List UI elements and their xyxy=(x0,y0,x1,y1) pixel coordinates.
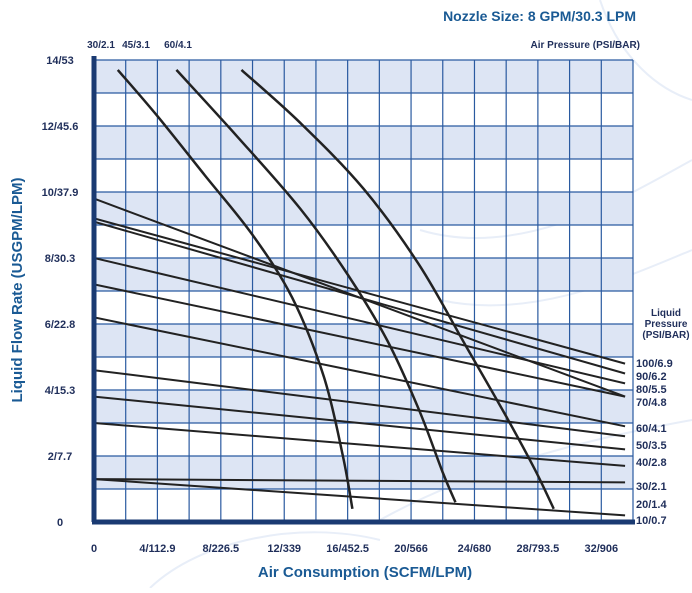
x-tick-label: 20/566 xyxy=(394,543,428,555)
x-tick-label: 32/906 xyxy=(584,543,618,555)
air-pressure-curve xyxy=(175,69,457,503)
air-pressure-curve xyxy=(116,69,354,510)
liquid-pressure-line xyxy=(94,422,626,467)
liquid-pressure-line xyxy=(94,220,626,375)
liquid-pressure-line xyxy=(94,283,626,398)
liquid-pressure-heading-line-1: Liquid xyxy=(651,308,681,319)
liquid-pressure-label: 20/1.4 xyxy=(636,499,667,511)
air-pressure-curve xyxy=(240,68,555,510)
air-pressure-curve-label: 30/2.1 xyxy=(87,40,115,51)
liquid-pressure-line xyxy=(94,369,626,438)
liquid-pressure-label: 70/4.8 xyxy=(636,397,667,409)
liquid-pressure-heading: Liquid Pressure (PSI/BAR) xyxy=(642,308,689,341)
curves xyxy=(94,68,626,517)
y-tick-label: 10/37.9 xyxy=(42,187,79,199)
liquid-pressure-label: 10/0.7 xyxy=(636,515,667,527)
liquid-pressure-line xyxy=(94,257,626,385)
liquid-pressure-heading-line-2: Pressure xyxy=(645,319,688,330)
x-tick-label: 8/226.5 xyxy=(202,543,239,555)
liquid-pressure-line xyxy=(94,395,626,451)
plot-frame xyxy=(91,56,635,525)
y-tick-labels: 0 2/7.7 4/15.3 6/22.8 8/30.3 10/37.9 12/45.6 14… xyxy=(42,55,79,529)
y-tick-label: 2/7.7 xyxy=(48,451,72,463)
grid-band xyxy=(94,258,633,291)
y-tick-label: 12/45.6 xyxy=(42,121,79,133)
y-tick-label: 0 xyxy=(57,517,63,529)
x-tick-label: 28/793.5 xyxy=(516,543,559,555)
liquid-pressure-labels: 100/6.990/6.280/5.570/4.8 60/4.1 50/3.5 40/… xyxy=(636,358,673,527)
x-tick-label: 16/452.5 xyxy=(326,543,369,555)
liquid-pressure-label: 80/5.5 xyxy=(636,384,667,396)
liquid-pressure-label: 90/6.2 xyxy=(636,371,667,383)
x-tick-labels: 0 4/112.9 8/226.5 12/339 16/452.5 20/566 24/68… xyxy=(91,543,618,555)
liquid-pressure-label: 40/2.8 xyxy=(636,457,667,469)
air-pressure-curve-label: 60/4.1 xyxy=(164,40,192,51)
liquid-pressure-label: 60/4.1 xyxy=(636,423,667,435)
y-tick-label: 8/30.3 xyxy=(45,253,76,265)
liquid-pressure-label: 100/6.9 xyxy=(636,358,673,370)
x-tick-label: 4/112.9 xyxy=(139,543,175,555)
liquid-pressure-label: 50/3.5 xyxy=(636,440,667,452)
liquid-pressure-line xyxy=(94,478,626,484)
plot-area xyxy=(91,56,635,525)
grid-band xyxy=(94,126,633,159)
liquid-pressure-line xyxy=(94,478,626,517)
air-pressure-curve-label: 45/3.1 xyxy=(122,40,150,51)
grid-band xyxy=(94,390,633,423)
liquid-pressure-heading-line-3: (PSI/BAR) xyxy=(642,330,689,341)
grid-band xyxy=(94,192,633,225)
air-pressure-labels: 30/2.1 45/3.1 60/4.1 xyxy=(87,40,192,51)
y-tick-label: 4/15.3 xyxy=(45,385,76,397)
x-tick-label: 24/680 xyxy=(458,543,492,555)
liquid-pressure-label: 30/2.1 xyxy=(636,481,667,493)
y-tick-label: 14/53 xyxy=(46,55,74,67)
x-axis-label: Air Consumption (SCFM/LPM) xyxy=(258,564,472,581)
grid-band xyxy=(94,60,633,93)
chart-title: Nozzle Size: 8 GPM/30.3 LPM xyxy=(443,8,636,24)
liquid-pressure-line xyxy=(94,316,626,428)
grid-bands xyxy=(94,60,633,489)
air-pressure-heading: Air Pressure (PSI/BAR) xyxy=(531,40,640,51)
x-tick-label: 0 xyxy=(91,543,97,555)
y-axis-label: Liquid Flow Rate (USGPM/LPM) xyxy=(9,178,26,403)
y-tick-label: 6/22.8 xyxy=(45,319,76,331)
gridlines xyxy=(93,59,634,523)
x-tick-label: 12/339 xyxy=(267,543,301,555)
